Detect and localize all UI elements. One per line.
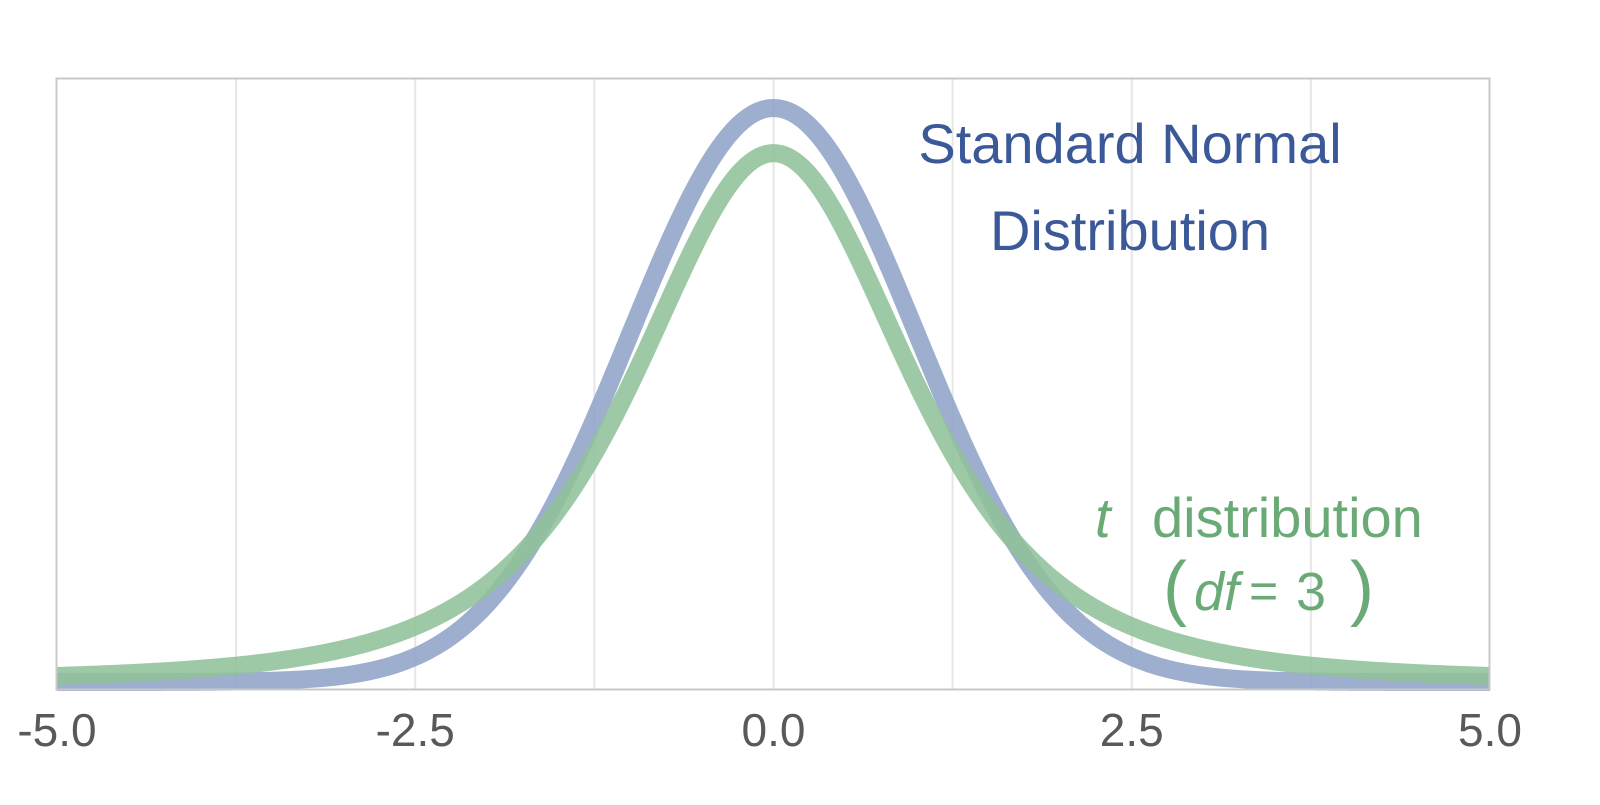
series-line-standard-normal	[51, 99, 1496, 691]
t-label-italic: t	[1095, 486, 1113, 549]
x-axis-ticks: -5.0 -2.5 0.0 2.5 5.0	[17, 704, 1522, 756]
t-label-word: distribution	[1152, 486, 1423, 549]
x-tick-label: -2.5	[376, 704, 455, 756]
plot-border	[55, 77, 1491, 691]
df-value: 3	[1296, 562, 1326, 622]
x-tick-label: 5.0	[1458, 704, 1522, 756]
df-equals: =	[1249, 563, 1278, 619]
df-open-paren: (	[1163, 548, 1187, 628]
gridlines	[235, 78, 1312, 689]
normal-label-line2: Distribution	[990, 199, 1270, 262]
df-variable: df	[1194, 562, 1244, 622]
t-annotation: t distribution ( df = 3 )	[1095, 486, 1423, 628]
x-tick-label: 0.0	[742, 704, 806, 756]
series-layer	[51, 99, 1496, 691]
normal-annotation: Standard Normal Distribution	[918, 112, 1341, 262]
normal-label-line1: Standard Normal	[918, 112, 1341, 175]
series-line-t-distribution	[51, 144, 1496, 685]
x-tick-label: -5.0	[17, 704, 96, 756]
x-tick-label: 2.5	[1100, 704, 1164, 756]
df-close-paren: )	[1350, 548, 1374, 628]
